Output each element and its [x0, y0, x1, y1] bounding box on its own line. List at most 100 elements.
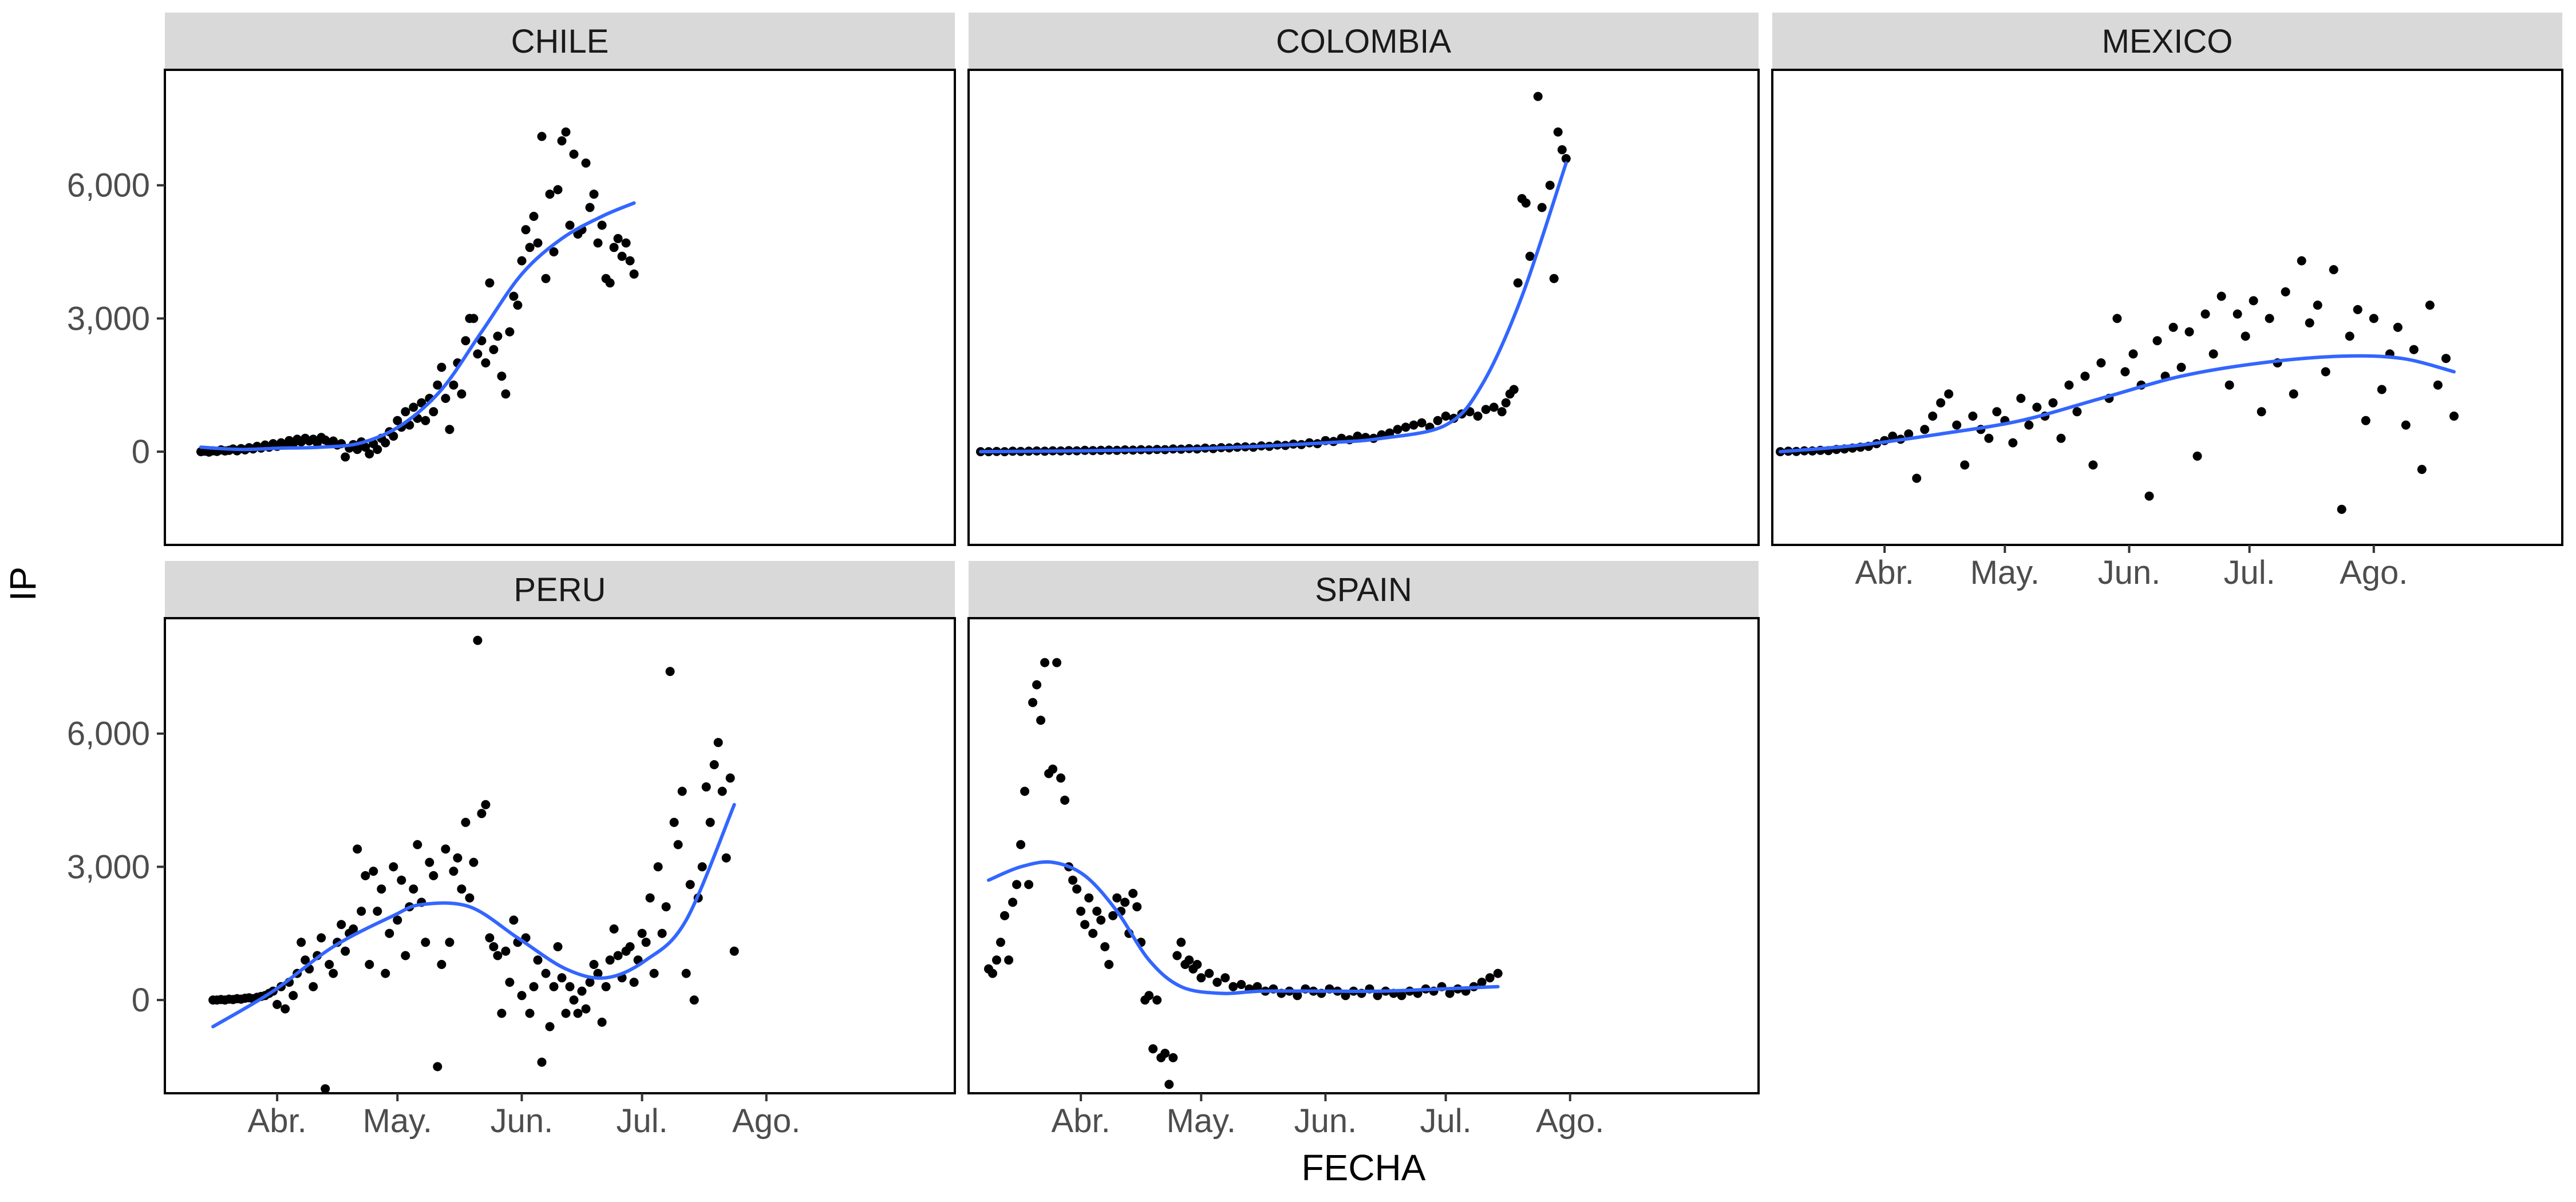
data-point-spain-46 [1168, 1053, 1178, 1062]
data-point-spain-55 [1212, 978, 1222, 987]
data-point-mexico-31 [2024, 420, 2034, 430]
data-point-peru-30 [329, 968, 338, 978]
data-point-peru-38 [361, 871, 370, 880]
smooth-line-spain [987, 860, 1500, 995]
data-point-peru-73 [501, 946, 511, 956]
data-point-chile-53 [409, 402, 418, 412]
data-point-spain-22 [1072, 884, 1082, 894]
panel-background-peru [165, 618, 955, 1093]
data-point-chile-76 [501, 389, 511, 399]
data-point-mexico-70 [2337, 504, 2346, 514]
data-point-chile-71 [481, 358, 491, 367]
data-point-peru-118 [681, 968, 691, 978]
data-point-colombia-69 [1513, 278, 1523, 288]
data-point-colombia-63 [1481, 405, 1491, 414]
data-point-mexico-14 [1888, 432, 1898, 441]
x-tick-label-spain-1: May. [1167, 1102, 1236, 1140]
data-point-mexico-32 [2032, 402, 2042, 412]
data-point-chile-104 [613, 234, 623, 243]
data-point-spain-60 [1253, 982, 1262, 991]
data-point-peru-48 [401, 951, 410, 960]
data-point-chile-93 [569, 149, 579, 159]
y-tick-label-chile-1: 3,000 [67, 300, 150, 337]
data-point-peru-64 [465, 893, 475, 903]
data-point-peru-86 [553, 942, 563, 951]
data-point-chile-59 [433, 380, 442, 390]
data-point-spain-13 [1036, 715, 1046, 725]
data-point-mexico-30 [2016, 394, 2026, 403]
smooth-line-chile [199, 201, 636, 452]
data-point-spain-21 [1068, 875, 1078, 885]
data-point-spain-3 [996, 938, 1005, 947]
data-point-peru-77 [517, 991, 527, 1001]
data-point-spain-45 [1164, 1080, 1174, 1089]
data-point-chile-51 [401, 407, 410, 417]
data-point-mexico-56 [2225, 380, 2234, 390]
data-point-chile-68 [469, 314, 479, 323]
data-point-mexico-34 [2048, 398, 2058, 408]
data-point-spain-2 [992, 955, 1001, 965]
data-point-mexico-78 [2401, 420, 2411, 430]
data-point-peru-129 [725, 773, 735, 783]
data-point-chile-90 [557, 136, 567, 146]
data-point-spain-37 [1132, 902, 1142, 912]
data-point-peru-37 [357, 907, 366, 916]
data-point-spain-23 [1076, 907, 1086, 916]
data-point-spain-12 [1032, 680, 1042, 690]
data-point-peru-83 [541, 968, 551, 978]
data-point-peru-36 [353, 844, 362, 854]
data-point-chile-48 [389, 432, 398, 441]
data-point-colombia-54 [1409, 420, 1419, 430]
data-point-mexico-21 [1944, 389, 1954, 399]
smooth-line-peru [211, 802, 736, 1029]
data-point-colombia-76 [1549, 274, 1559, 283]
data-point-peru-59 [445, 938, 455, 947]
data-point-spain-24 [1080, 920, 1090, 930]
data-point-peru-23 [301, 955, 310, 965]
data-point-chile-73 [489, 345, 499, 354]
data-point-peru-29 [325, 960, 334, 969]
data-point-spain-47 [1172, 951, 1182, 960]
data-point-colombia-57 [1433, 416, 1443, 425]
data-point-mexico-84 [2449, 412, 2459, 421]
data-point-chile-92 [565, 220, 575, 230]
x-tick-label-mexico-0: Abr. [1855, 554, 1914, 591]
data-point-peru-93 [581, 1004, 591, 1014]
data-point-spain-34 [1120, 897, 1130, 907]
data-point-mexico-24 [1968, 412, 1978, 421]
data-point-mexico-29 [2008, 438, 2018, 448]
data-point-peru-112 [657, 928, 667, 938]
panel-background-spain [969, 618, 1759, 1093]
data-point-chile-107 [625, 256, 635, 266]
data-point-colombia-73 [1533, 92, 1543, 101]
data-point-peru-58 [441, 844, 451, 854]
x-tick-label-peru-2: Jun. [491, 1102, 554, 1140]
data-point-spain-4 [1000, 911, 1009, 920]
data-point-mexico-23 [1960, 460, 1970, 470]
facet-strip-chile [165, 13, 955, 70]
data-point-spain-29 [1100, 942, 1110, 951]
data-point-peru-115 [669, 817, 679, 827]
data-point-colombia-75 [1545, 180, 1555, 190]
data-point-peru-80 [529, 982, 539, 991]
data-point-mexico-16 [1904, 429, 1914, 439]
data-point-chile-42 [365, 449, 374, 458]
data-point-peru-92 [577, 986, 587, 996]
data-point-chile-49 [393, 416, 402, 425]
data-point-mexico-54 [2208, 349, 2218, 359]
data-point-spain-10 [1024, 880, 1034, 889]
data-point-spain-40 [1144, 991, 1154, 1001]
data-point-peru-125 [709, 760, 719, 769]
data-point-chile-86 [541, 274, 551, 283]
data-point-spain-36 [1128, 888, 1138, 898]
data-point-mexico-22 [1952, 420, 1962, 430]
data-point-peru-57 [437, 960, 447, 969]
data-point-spain-27 [1092, 907, 1102, 916]
data-point-colombia-78 [1557, 145, 1567, 155]
x-axis-title: FECHA [1302, 1147, 1426, 1188]
data-point-peru-82 [537, 1057, 547, 1067]
data-point-colombia-66 [1501, 398, 1511, 408]
data-point-mexico-43 [2120, 367, 2130, 377]
data-point-peru-101 [613, 951, 623, 960]
data-point-peru-55 [429, 871, 438, 880]
